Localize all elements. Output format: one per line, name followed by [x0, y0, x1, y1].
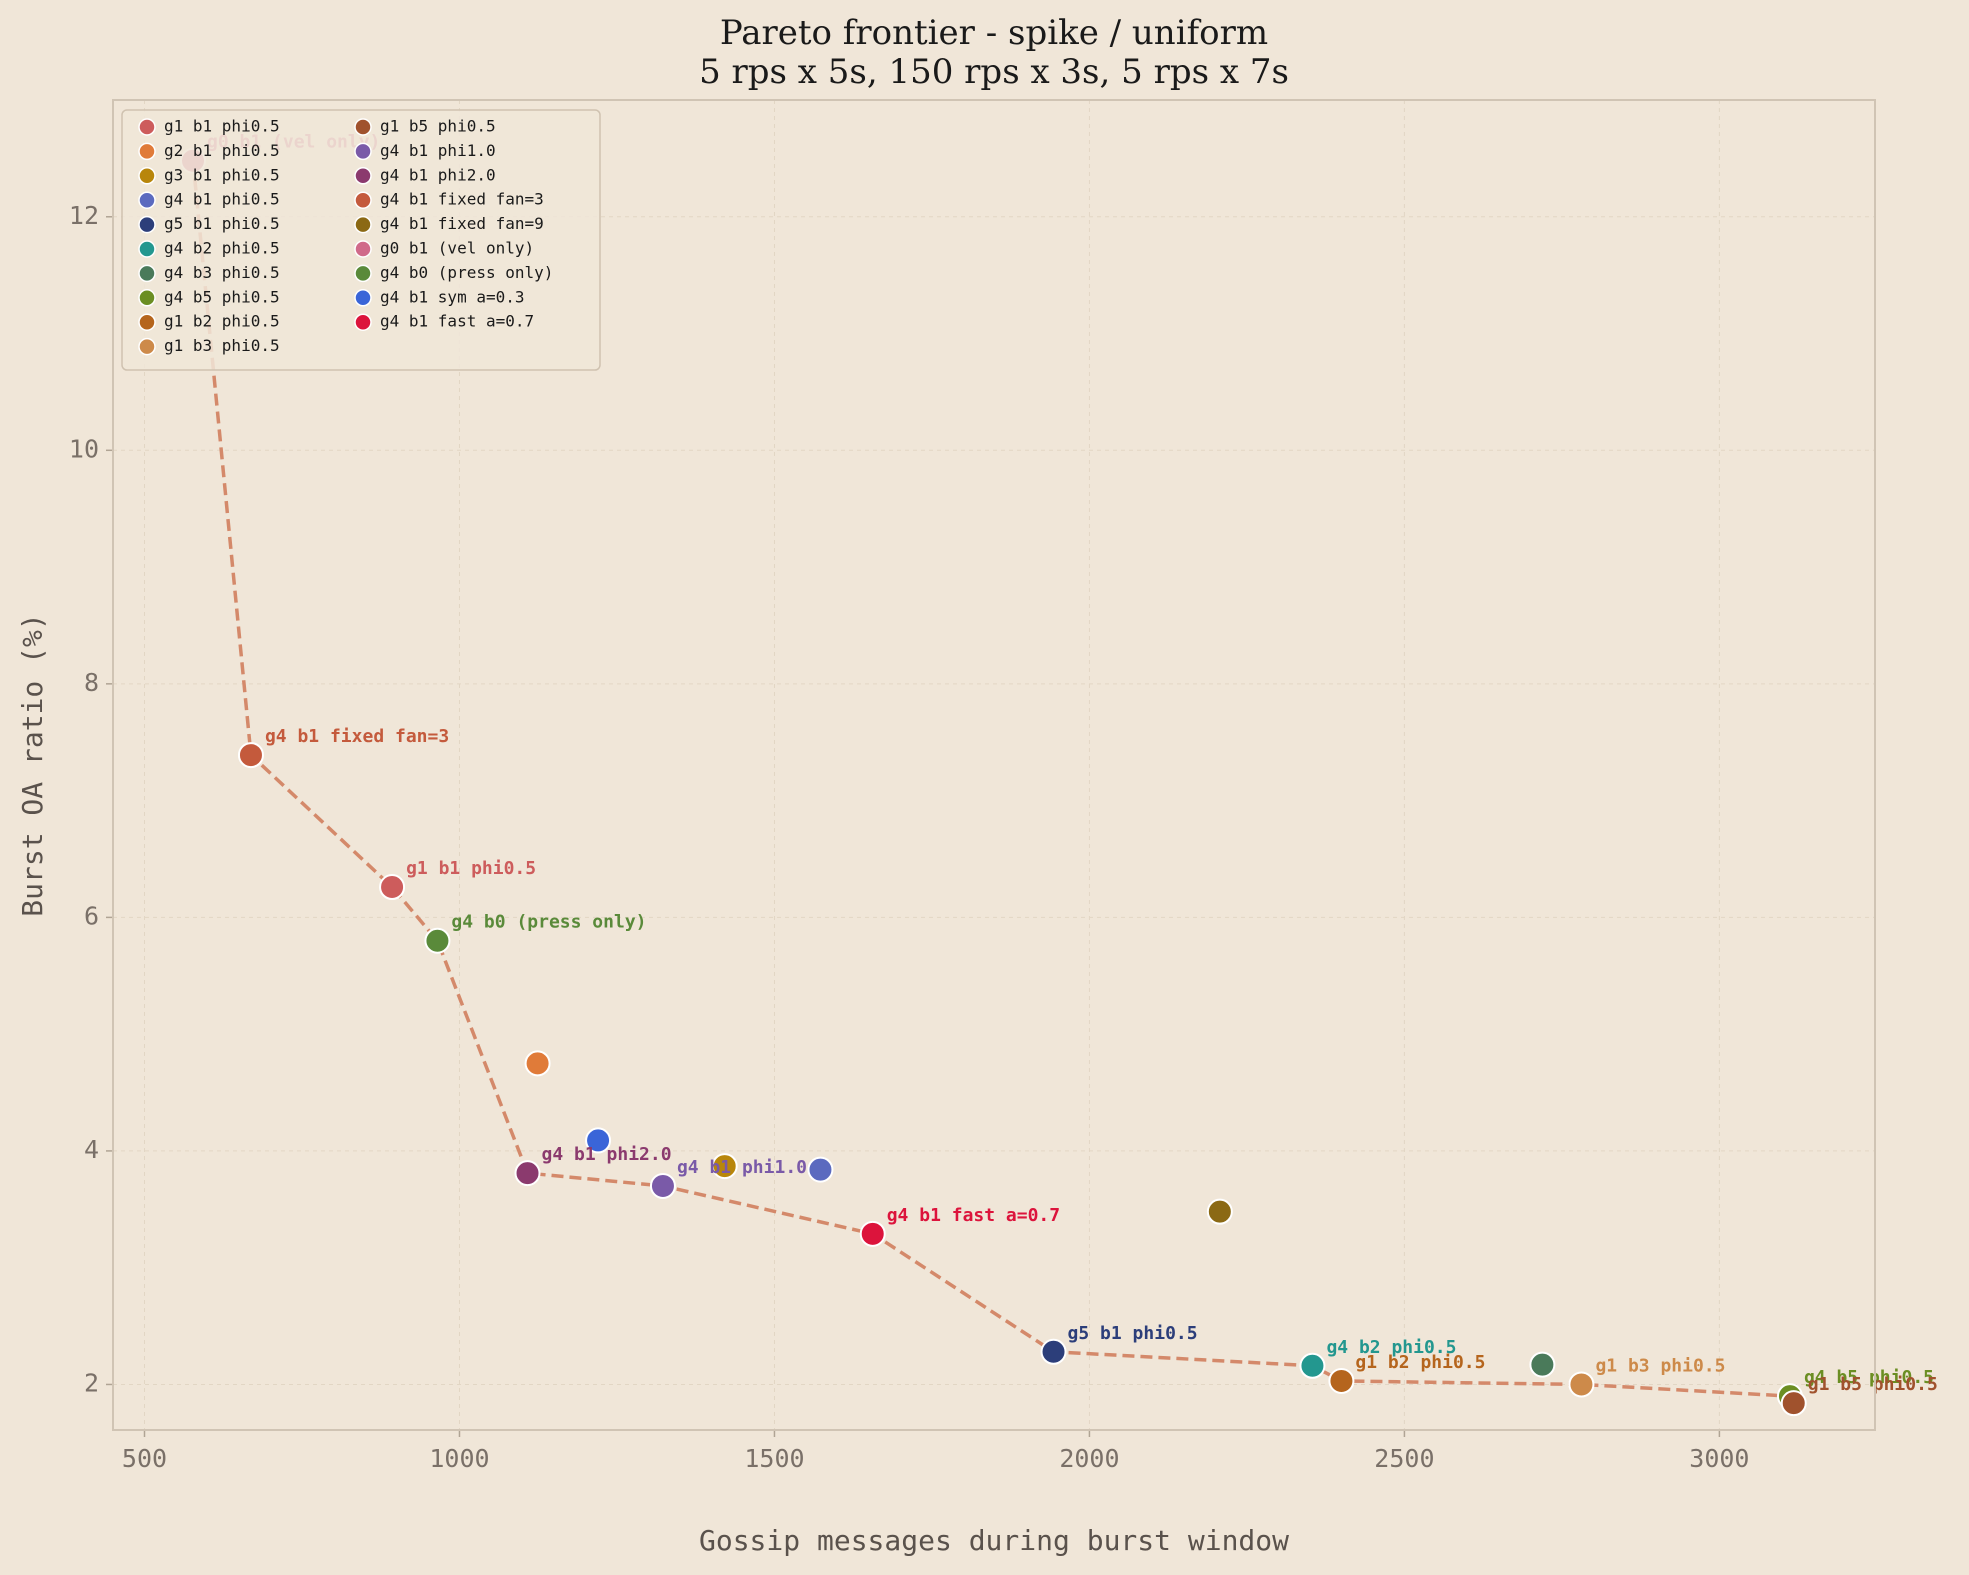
x-tick-label: 3000 — [1689, 1444, 1749, 1473]
legend-label: g4 b1 fixed fan=3 — [380, 190, 544, 209]
legend-marker — [354, 142, 372, 161]
point — [649, 1172, 676, 1199]
point — [711, 1153, 738, 1180]
chart-subtitle: 5 rps x 5s, 150 rps x 3s, 5 rps x 7s — [699, 52, 1289, 92]
legend-label: g0 b1 (vel only) — [380, 239, 534, 258]
legend-marker — [138, 191, 156, 209]
legend-label: g4 b1 fixed fan=9 — [380, 214, 544, 233]
point — [424, 927, 451, 954]
legend-label: g4 b2 phi0.5 — [164, 239, 280, 258]
x-tick-label: 1500 — [744, 1444, 804, 1473]
point-label: g1 b3 phi0.5 — [1595, 1355, 1725, 1376]
y-tick-label: 2 — [84, 1368, 99, 1397]
legend-label: g1 b5 phi0.5 — [380, 117, 496, 136]
legend-label: g4 b3 phi0.5 — [164, 263, 280, 282]
point-label: g1 b5 phi0.5 — [1808, 1374, 1938, 1395]
legend-label: g4 b1 phi2.0 — [380, 165, 496, 184]
x-axis-label: Gossip messages during burst window — [699, 1524, 1289, 1557]
plot-frame — [112, 99, 1876, 1431]
x-tick-label: 2500 — [1374, 1444, 1434, 1473]
y-tick-label: 6 — [84, 901, 99, 930]
legend-label: g4 b1 fast a=0.7 — [380, 312, 534, 331]
point — [1780, 1390, 1807, 1417]
point-label: g4 b1 phi1.0 — [677, 1157, 807, 1178]
labels-layer: g1 b1 phi0.5 g5 b1 phi0.5 g4 b2 phi0.5 g4 b… — [207, 132, 1938, 1395]
legend-label: g5 b1 phi0.5 — [164, 214, 280, 233]
y-tick-label: 4 — [84, 1135, 99, 1164]
x-tick-label: 2000 — [1059, 1444, 1119, 1473]
legend-label: g1 b3 phi0.5 — [164, 336, 280, 355]
legend-label: g4 b1 phi0.5 — [164, 190, 280, 209]
point — [1529, 1351, 1556, 1378]
legend-marker — [138, 142, 156, 161]
legend-label: g4 b1 phi1.0 — [380, 141, 496, 160]
legend-label: g1 b2 phi0.5 — [164, 312, 280, 331]
legend-label: g4 b1 sym a=0.3 — [380, 287, 525, 306]
grid: 500 1000 1500 2000 2500 3000 2 4 6 8 10 12 — [69, 100, 1875, 1473]
y-axis-label: Burst OA ratio (%) — [16, 613, 49, 916]
point — [1299, 1352, 1326, 1379]
legend-marker — [354, 264, 372, 283]
point — [1328, 1367, 1355, 1394]
point — [379, 874, 406, 901]
point — [585, 1127, 612, 1154]
legend-marker — [354, 167, 372, 185]
point-label: g4 b2 phi0.5 — [1326, 1337, 1456, 1358]
chart-title: Pareto frontier - spike / uniform — [720, 13, 1268, 53]
legend-marker — [138, 167, 156, 185]
legend-label: g2 b1 phi0.5 — [164, 141, 280, 160]
legend-marker — [138, 118, 156, 136]
legend: g1 b1 phi0.5 g2 b1 phi0.5 g3 b1 phi0.5 g4 b… — [121, 109, 601, 371]
legend-marker — [354, 191, 372, 209]
legend-label: g1 b1 phi0.5 — [164, 117, 280, 136]
legend-marker — [354, 240, 372, 258]
points-layer — [180, 147, 1807, 1417]
legend-marker — [354, 118, 372, 136]
legend-marker — [138, 337, 156, 356]
legend-label: g4 b5 phi0.5 — [164, 287, 280, 306]
point — [514, 1160, 541, 1187]
point-label: g4 b1 fixed fan=3 — [265, 726, 449, 747]
legend-marker — [354, 215, 372, 234]
legend-marker — [138, 289, 156, 307]
point-label: g5 b1 phi0.5 — [1068, 1323, 1198, 1344]
legend-marker — [138, 313, 156, 331]
point — [807, 1156, 834, 1183]
legend-label: g3 b1 phi0.5 — [164, 165, 280, 184]
point-label: g1 b1 phi0.5 — [406, 858, 536, 879]
point — [1206, 1198, 1233, 1225]
x-tick-label: 1000 — [429, 1444, 489, 1473]
legend-marker — [354, 289, 372, 307]
legend-marker — [138, 215, 156, 234]
point-label: g4 b1 fast a=0.7 — [887, 1205, 1060, 1226]
legend-marker — [138, 264, 156, 283]
legend-marker — [138, 240, 156, 258]
point — [1040, 1338, 1067, 1365]
y-tick-label: 10 — [69, 434, 99, 463]
y-tick-label: 12 — [69, 201, 99, 230]
point — [237, 742, 264, 769]
point — [524, 1050, 551, 1077]
point-label: g4 b1 phi2.0 — [542, 1144, 672, 1165]
x-tick-label: 500 — [122, 1444, 167, 1473]
legend-box — [121, 109, 601, 371]
point — [1568, 1371, 1595, 1398]
legend-label: g4 b0 (press only) — [380, 263, 553, 282]
point-label: g4 b0 (press only) — [451, 912, 646, 933]
point — [859, 1220, 886, 1247]
point-label: g4 b5 phi0.5 — [1804, 1367, 1934, 1388]
point-label: g1 b2 phi0.5 — [1355, 1352, 1485, 1373]
y-tick-label: 8 — [84, 668, 99, 697]
legend-marker — [354, 313, 372, 331]
